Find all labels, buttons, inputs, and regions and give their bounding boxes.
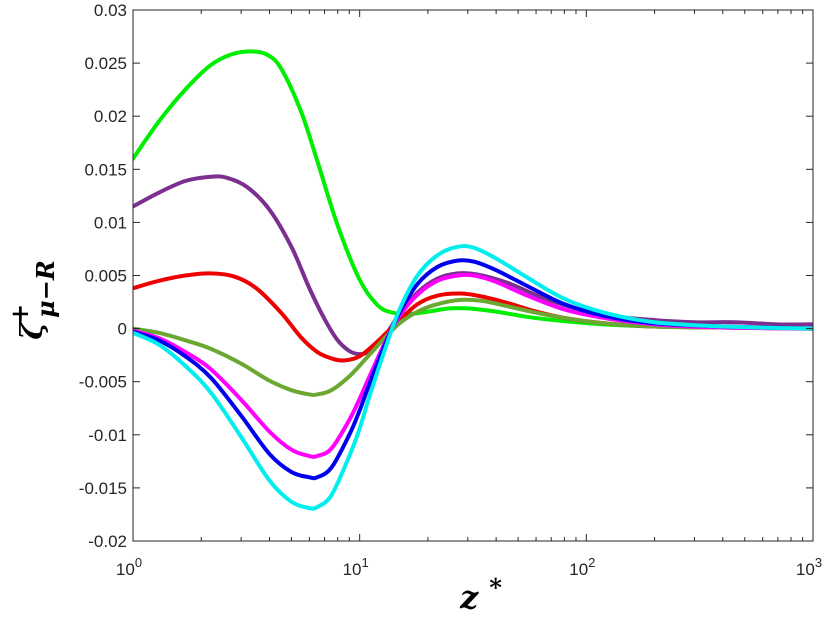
y-tick-label: 0.025: [84, 54, 127, 73]
x-tick-label: 103: [796, 555, 822, 579]
series-line-7: [133, 244, 813, 511]
y-tick-label: 0.01: [94, 213, 127, 232]
y-tick-label: 0: [118, 320, 127, 339]
y-axis-label-superscript: +: [5, 304, 34, 324]
y-axis-label-symbol: ζ: [15, 320, 50, 340]
x-tick-label: 101: [343, 555, 369, 579]
series-line-6: [133, 258, 813, 481]
y-tick-label: 0.02: [94, 107, 127, 126]
y-tick-label: -0.02: [88, 532, 127, 551]
ticks-layer: 0.03 0.025 0.02 0.015 0.01 0.005 0 -0.005 -0.01 -…: [79, 1, 822, 579]
y-tick-label: -0.015: [79, 479, 127, 498]
x-axis-label-main: z: [459, 578, 479, 616]
x-tick-label: 100: [116, 555, 142, 579]
y-axis-label-subscript: μ−R: [31, 260, 60, 318]
labels-layer: z * ζ+μ−R: [5, 260, 502, 616]
y-tick-label: 0.015: [84, 160, 127, 179]
x-axis-label-star: *: [489, 573, 502, 602]
x-axis-label: z *: [459, 573, 502, 616]
x-tick-label: 102: [569, 555, 595, 579]
y-tick-label: 0.005: [84, 267, 127, 286]
series-layer: [133, 49, 813, 511]
y-axis-label: ζ+μ−R: [5, 260, 60, 340]
series-line-4: [133, 297, 813, 397]
y-tick-label: -0.005: [79, 373, 127, 392]
series-line-3: [133, 271, 813, 363]
series-line-1: [133, 49, 813, 331]
y-tick-label: 0.03: [94, 1, 127, 20]
y-tick-label: -0.01: [88, 426, 127, 445]
